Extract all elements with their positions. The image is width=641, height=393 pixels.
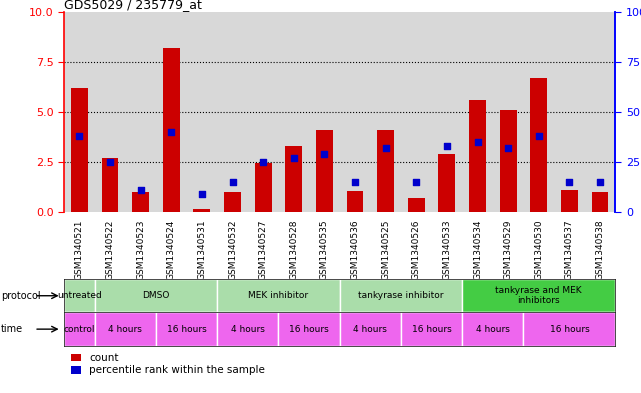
Point <box>74 133 85 139</box>
Text: tankyrase and MEK
inhibitors: tankyrase and MEK inhibitors <box>495 286 582 305</box>
Text: time: time <box>1 324 23 334</box>
Point <box>135 187 146 193</box>
Text: 4 hours: 4 hours <box>353 325 387 334</box>
Bar <box>592 192 608 212</box>
Bar <box>224 192 241 212</box>
Bar <box>530 78 547 212</box>
Text: GDS5029 / 235779_at: GDS5029 / 235779_at <box>64 0 202 11</box>
Bar <box>64 312 95 346</box>
Text: control: control <box>63 325 95 334</box>
Point <box>381 145 391 151</box>
Bar <box>95 312 156 346</box>
Bar <box>524 312 615 346</box>
Bar <box>500 110 517 212</box>
Point <box>564 179 574 185</box>
Point <box>105 159 115 165</box>
Bar <box>561 190 578 212</box>
Point <box>228 179 238 185</box>
Point <box>258 159 269 165</box>
Bar <box>285 146 302 212</box>
Point <box>534 133 544 139</box>
Bar <box>163 48 179 212</box>
Bar <box>316 130 333 212</box>
Bar <box>132 192 149 212</box>
Bar <box>340 279 462 312</box>
Text: DMSO: DMSO <box>142 291 170 300</box>
Bar <box>64 279 95 312</box>
Bar <box>217 279 340 312</box>
Bar <box>408 198 425 212</box>
Bar <box>278 312 340 346</box>
Text: protocol: protocol <box>1 291 40 301</box>
Point <box>166 129 176 135</box>
Bar <box>347 191 363 212</box>
Point <box>442 143 452 149</box>
Bar <box>102 158 119 212</box>
Bar <box>438 154 455 212</box>
Legend: count, percentile rank within the sample: count, percentile rank within the sample <box>69 351 267 377</box>
Text: 16 hours: 16 hours <box>167 325 206 334</box>
Point <box>319 151 329 157</box>
Text: 16 hours: 16 hours <box>412 325 451 334</box>
Bar <box>462 279 615 312</box>
Text: 16 hours: 16 hours <box>289 325 329 334</box>
Point <box>503 145 513 151</box>
Point <box>595 179 605 185</box>
Text: MEK inhibitor: MEK inhibitor <box>249 291 308 300</box>
Bar <box>71 88 88 212</box>
Point <box>288 155 299 161</box>
Text: 4 hours: 4 hours <box>231 325 265 334</box>
Bar <box>462 312 524 346</box>
Text: 4 hours: 4 hours <box>108 325 142 334</box>
Text: 16 hours: 16 hours <box>549 325 589 334</box>
Point <box>197 191 207 197</box>
Bar <box>254 163 272 212</box>
Text: untreated: untreated <box>57 291 102 300</box>
Bar <box>194 209 210 212</box>
Point <box>472 139 483 145</box>
Bar <box>217 312 278 346</box>
Bar <box>95 279 217 312</box>
Bar <box>401 312 462 346</box>
Bar <box>340 312 401 346</box>
Bar <box>469 100 486 212</box>
Text: tankyrase inhibitor: tankyrase inhibitor <box>358 291 444 300</box>
Bar <box>156 312 217 346</box>
Point <box>411 179 421 185</box>
Point <box>350 179 360 185</box>
Text: 4 hours: 4 hours <box>476 325 510 334</box>
Bar <box>378 130 394 212</box>
